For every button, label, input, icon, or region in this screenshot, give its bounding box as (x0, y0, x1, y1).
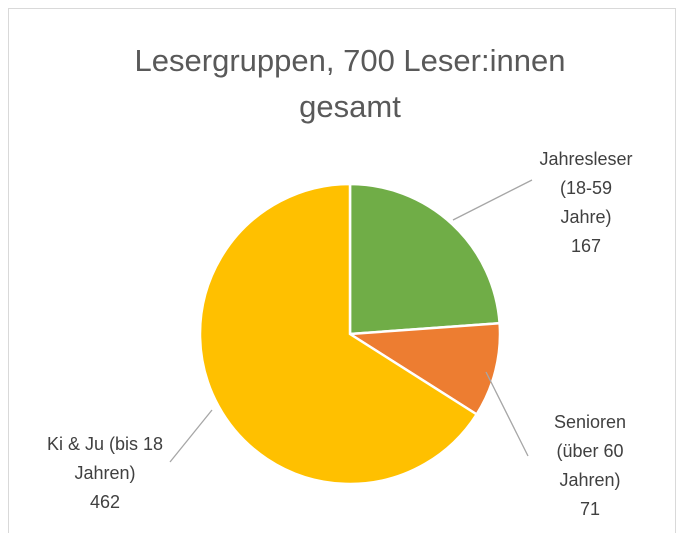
leader-line (452, 179, 533, 221)
value-label: 71 (579, 499, 601, 519)
data-label: Senioren (über 60 Jahren) 71 (542, 408, 638, 524)
category-label: Senioren (über 60 Jahren) (553, 412, 627, 490)
data-label: Jahresleser (18-59 Jahre) 167 (538, 145, 634, 261)
data-label: Ki & Ju (bis 18 Jahren) 462 (46, 430, 164, 517)
leader-line (485, 371, 529, 457)
pie-slice (346, 321, 502, 417)
pie-slice (348, 182, 501, 336)
value-label: 167 (570, 236, 602, 256)
pie-slice (198, 182, 479, 486)
leader-line (169, 409, 213, 463)
value-label: 462 (89, 492, 121, 512)
category-label: Ki & Ju (bis 18 Jahren) (46, 434, 164, 483)
category-label: Jahresleser (18-59 Jahre) (539, 149, 633, 227)
chart-title: Lesergruppen, 700 Leser:innen gesamt (134, 43, 566, 124)
